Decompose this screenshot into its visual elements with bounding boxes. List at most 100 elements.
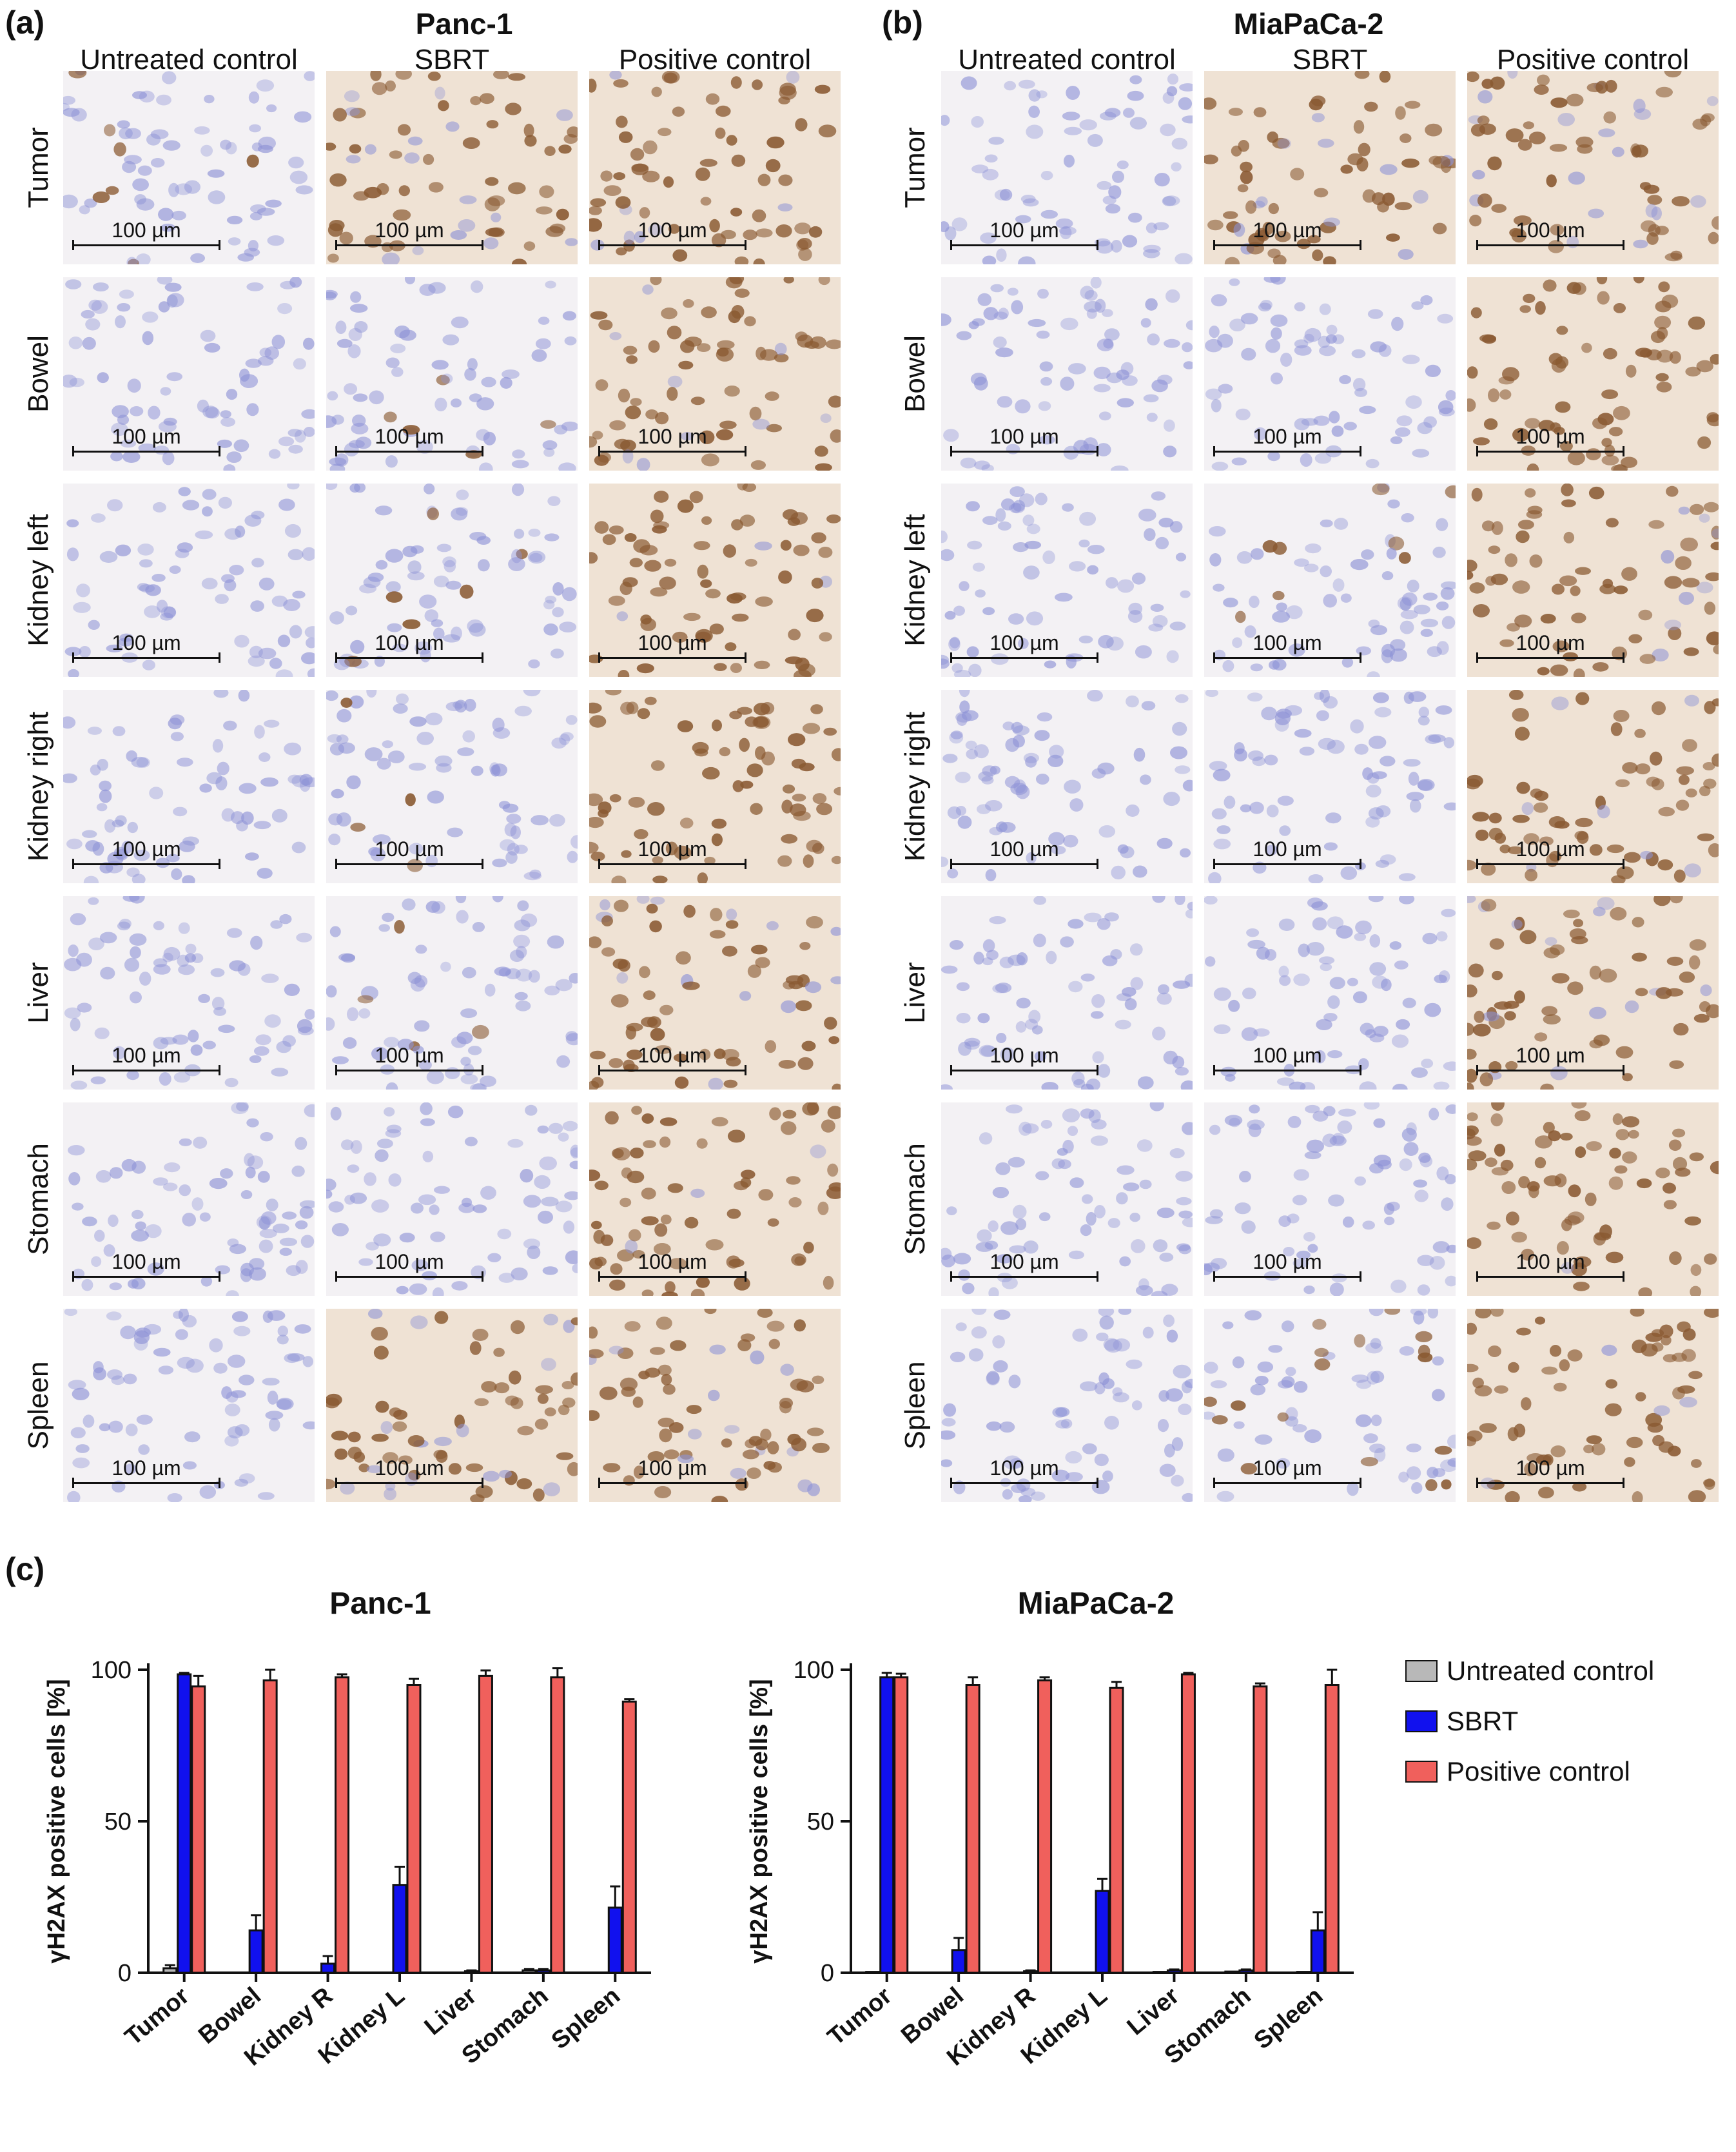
scale-bar-tick xyxy=(1097,1478,1098,1488)
panel-b-row-label-1: Bowel xyxy=(899,335,931,413)
scale-bar-tick xyxy=(1476,446,1478,456)
scale-bar-label: 100 µm xyxy=(1253,1456,1322,1480)
scale-bar-line xyxy=(72,1482,220,1484)
panel-a-column-header-1: SBRT xyxy=(414,44,490,75)
legend-label-sbrt: SBRT xyxy=(1447,1706,1519,1736)
scale-bar-line xyxy=(72,1276,220,1278)
panel-b-micrograph-tile: 100 µm xyxy=(1467,277,1719,471)
panel-a-micrograph-tile: 100 µm xyxy=(63,1102,315,1296)
scale-bar-line xyxy=(335,863,483,865)
scale-bar-tick xyxy=(1097,1271,1098,1282)
bar-untreated-control xyxy=(865,1971,881,1974)
panel-b-row-label-4: Liver xyxy=(899,962,931,1024)
scale-bar-line xyxy=(598,244,746,246)
panel-b-micrograph-tile: 100 µm xyxy=(1204,1309,1456,1502)
scale-bar: 100 µm xyxy=(1476,425,1624,456)
scale-bar-label: 100 µm xyxy=(112,1250,181,1273)
scale-bar: 100 µm xyxy=(950,425,1098,456)
scale-bar-tick xyxy=(1097,240,1098,250)
panel-b-micrograph-tile: 100 µm xyxy=(941,1102,1193,1296)
scale-bar: 100 µm xyxy=(598,1250,746,1282)
scale-bar-tick xyxy=(1623,1065,1624,1075)
scale-bar-label: 100 µm xyxy=(638,631,707,654)
panel-a-micrograph-tile: 100 µm xyxy=(589,71,841,264)
scale-bar-label: 100 µm xyxy=(1516,1044,1585,1067)
scale-bar-tick xyxy=(950,1065,952,1075)
scale-bar: 100 µm xyxy=(335,219,483,250)
scale-bar: 100 µm xyxy=(335,425,483,456)
scale-bar-tick xyxy=(745,1478,746,1488)
scale-bar-line xyxy=(598,1482,746,1484)
scale-bar-tick xyxy=(1097,652,1098,663)
scale-bar: 100 µm xyxy=(1476,219,1624,250)
bar-positive-control xyxy=(1324,1684,1340,1974)
panel-b-row-label-5: Stomach xyxy=(899,1143,931,1255)
scale-bar-tick xyxy=(1623,859,1624,869)
panel-b-label: (b) xyxy=(882,5,923,41)
panel-b-title: MiaPaCa-2 xyxy=(1233,7,1384,41)
panel-a-micrograph-tile: 100 µm xyxy=(589,1309,841,1502)
scale-bar: 100 µm xyxy=(598,425,746,456)
scale-bar-tick xyxy=(1623,1271,1624,1282)
scale-bar-label: 100 µm xyxy=(375,1456,444,1480)
scale-bar-line xyxy=(335,1276,483,1278)
panel-a-micrograph-tile: 100 µm xyxy=(326,71,578,264)
scale-bar-tick xyxy=(219,859,220,869)
scale-bar-tick xyxy=(219,1271,220,1282)
scale-bar-tick xyxy=(745,1065,746,1075)
scale-bar-line xyxy=(950,863,1098,865)
bar-sbrt xyxy=(879,1676,895,1974)
bar-sbrt xyxy=(607,1906,623,1974)
scale-bar: 100 µm xyxy=(335,1250,483,1282)
scale-bar-tick xyxy=(950,859,952,869)
scale-bar-tick xyxy=(482,652,483,663)
scale-bar: 100 µm xyxy=(1213,219,1361,250)
scale-bar-label: 100 µm xyxy=(375,425,444,448)
bar-untreated-control xyxy=(1224,1970,1240,1974)
scale-bar-tick xyxy=(1213,1478,1215,1488)
scale-bar-line xyxy=(335,244,483,246)
scale-bar: 100 µm xyxy=(1476,631,1624,663)
panel-b-micrograph-tile: 100 µm xyxy=(941,690,1193,883)
y-tick-label: 50 xyxy=(807,1808,834,1835)
scale-bar-tick xyxy=(950,446,952,456)
scale-bar-tick xyxy=(1476,1478,1478,1488)
scale-bar-line xyxy=(72,1070,220,1071)
panel-a-row-label-0: Tumor xyxy=(23,127,54,208)
bar-sbrt xyxy=(536,1969,551,1974)
scale-bar: 100 µm xyxy=(950,1044,1098,1075)
scale-bar-label: 100 µm xyxy=(638,1044,707,1067)
x-tick-label: Tumor xyxy=(120,1982,195,2051)
panel-a-row-label-6: Spleen xyxy=(23,1361,54,1450)
scale-bar-tick xyxy=(1476,859,1478,869)
panel-a-micrograph-tile: 100 µm xyxy=(326,484,578,677)
scale-bar-tick xyxy=(335,1271,337,1282)
scale-bar-label: 100 µm xyxy=(990,1250,1059,1273)
scale-bar-line xyxy=(1476,863,1624,865)
panel-a-micrograph-tile: 100 µm xyxy=(589,484,841,677)
scale-bar-line xyxy=(598,657,746,659)
scale-bar-label: 100 µm xyxy=(990,631,1059,654)
bar-positive-control xyxy=(965,1684,980,1974)
scale-bar-label: 100 µm xyxy=(638,1250,707,1273)
scale-bar-tick xyxy=(598,652,600,663)
panel-b-micrograph-tile: 100 µm xyxy=(941,484,1193,677)
scale-bar-tick xyxy=(335,859,337,869)
panel-b-micrograph-tile: 100 µm xyxy=(1467,896,1719,1090)
scale-bar-label: 100 µm xyxy=(375,219,444,242)
bar-untreated-control xyxy=(1296,1971,1311,1974)
panel-b-micrograph-tile: 100 µm xyxy=(941,71,1193,264)
scale-bar-tick xyxy=(482,1065,483,1075)
scale-bar-line xyxy=(72,244,220,246)
legend-label-positive: Positive control xyxy=(1447,1756,1630,1786)
scale-bar-tick xyxy=(745,446,746,456)
panel-b-column-header-1: SBRT xyxy=(1292,44,1368,75)
panel-b-row-label-6: Spleen xyxy=(899,1361,931,1450)
scale-bar-tick xyxy=(598,859,600,869)
scale-bar-label: 100 µm xyxy=(1516,1250,1585,1273)
scale-bar-label: 100 µm xyxy=(1516,1456,1585,1480)
scale-bar-label: 100 µm xyxy=(1253,1044,1322,1067)
scale-bar-tick xyxy=(72,240,74,250)
scale-bar-tick xyxy=(72,1065,74,1075)
bar-untreated-control xyxy=(162,1967,178,1974)
